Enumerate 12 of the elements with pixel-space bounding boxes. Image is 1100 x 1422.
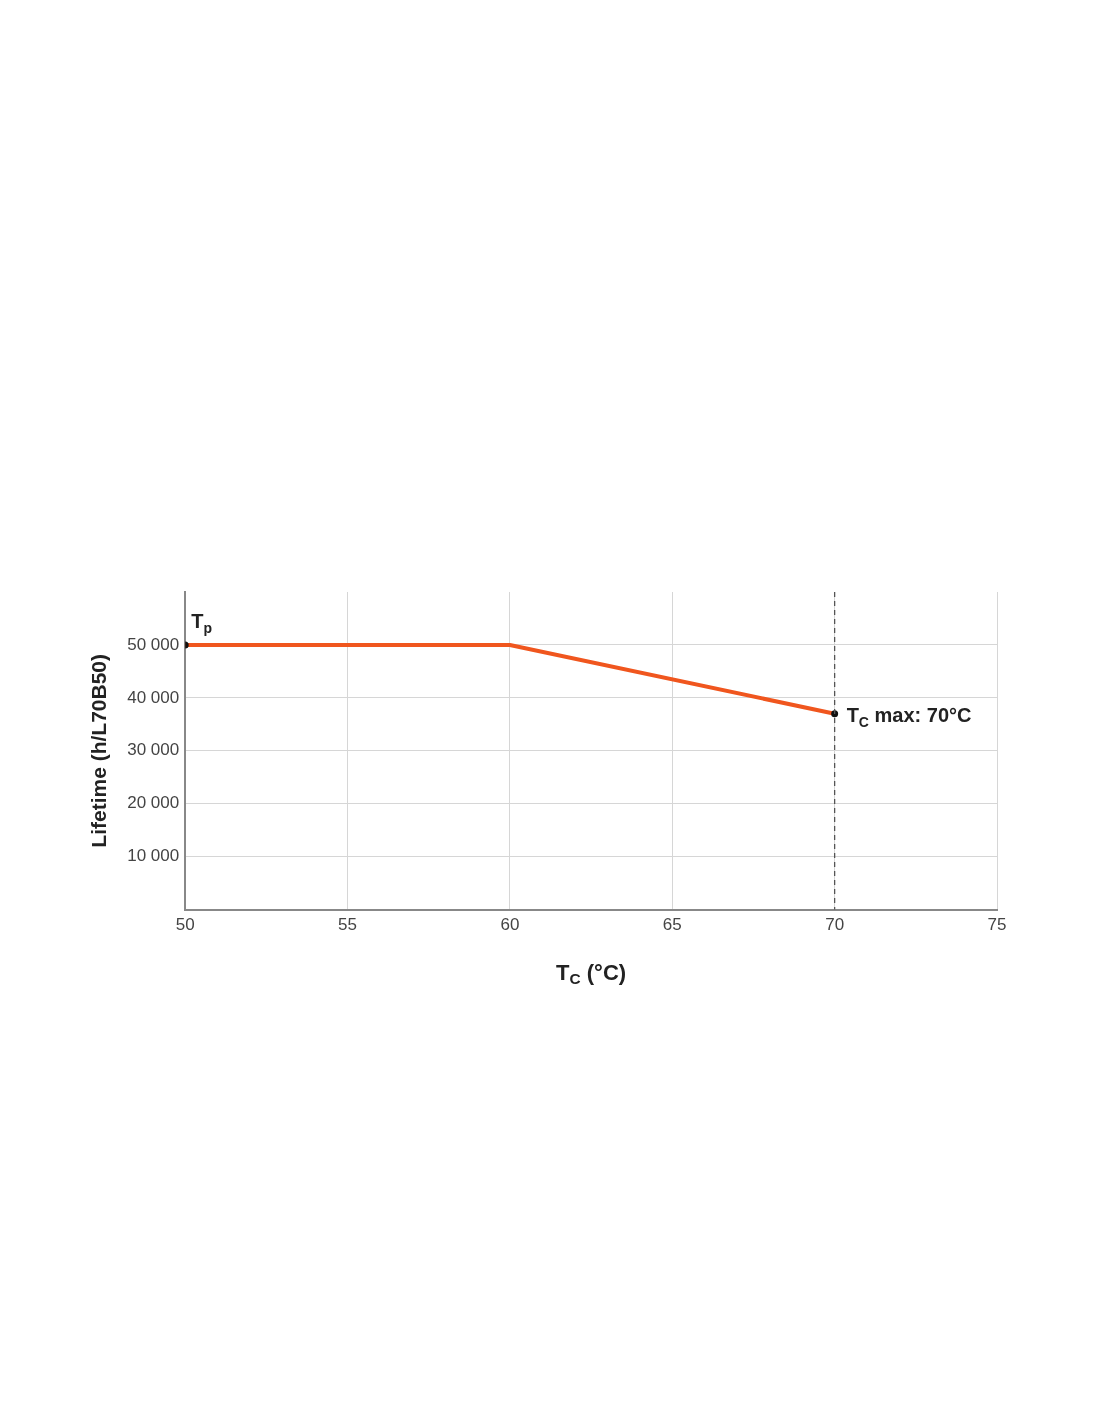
y-axis-title: Lifetime (h/L70B50) (87, 653, 111, 848)
x-tick-label: 75 (987, 915, 1007, 935)
y-tick-label: 20 000 (127, 793, 180, 813)
y-tick-label: 50 000 (127, 634, 180, 654)
x-tick-label: 50 (175, 915, 195, 935)
y-tick-label: 30 000 (127, 740, 180, 760)
x-tick-label: 60 (500, 915, 520, 935)
x-tick-label: 55 (338, 915, 358, 935)
x-tick-label: 65 (662, 915, 682, 935)
y-tick-label: 10 000 (127, 846, 180, 866)
x-tick-label: 70 (825, 915, 845, 935)
y-tick-label: 40 000 (127, 687, 180, 707)
